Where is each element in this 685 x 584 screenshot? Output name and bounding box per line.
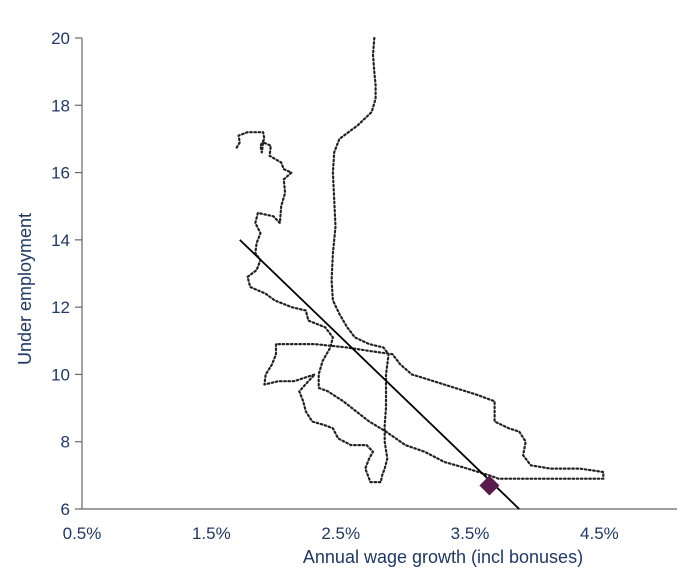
x-tick-label: 1.5% bbox=[192, 524, 231, 543]
plot-area bbox=[81, 38, 677, 510]
y-tick-label: 6 bbox=[61, 500, 70, 519]
y-tick-label: 14 bbox=[51, 231, 70, 250]
y-tick-label: 18 bbox=[51, 96, 70, 115]
historical-path-line bbox=[234, 36, 605, 484]
x-tick-label: 0.5% bbox=[63, 524, 102, 543]
x-axis-title: Annual wage growth (incl bonuses) bbox=[303, 547, 583, 567]
fitted-trend-line bbox=[239, 239, 520, 510]
x-tick-label: 2.5% bbox=[321, 524, 360, 543]
y-tick-label: 20 bbox=[51, 29, 70, 48]
y-tick-label: 10 bbox=[51, 365, 70, 384]
x-tick-label: 4.5% bbox=[580, 524, 619, 543]
series-layer bbox=[234, 36, 605, 510]
y-axis-ticks: 6 8 10 12 14 16 18 20 bbox=[51, 29, 82, 519]
x-tick-label: 3.5% bbox=[451, 524, 490, 543]
y-tick-label: 8 bbox=[61, 433, 70, 452]
latest-point-diamond-marker bbox=[479, 475, 500, 496]
x-axis-ticks: 0.5% 1.5% 2.5% 3.5% 4.5% bbox=[63, 524, 619, 543]
y-tick-label: 16 bbox=[51, 164, 70, 183]
y-tick-label: 12 bbox=[51, 298, 70, 317]
y-axis-title: Under employment bbox=[15, 213, 35, 365]
